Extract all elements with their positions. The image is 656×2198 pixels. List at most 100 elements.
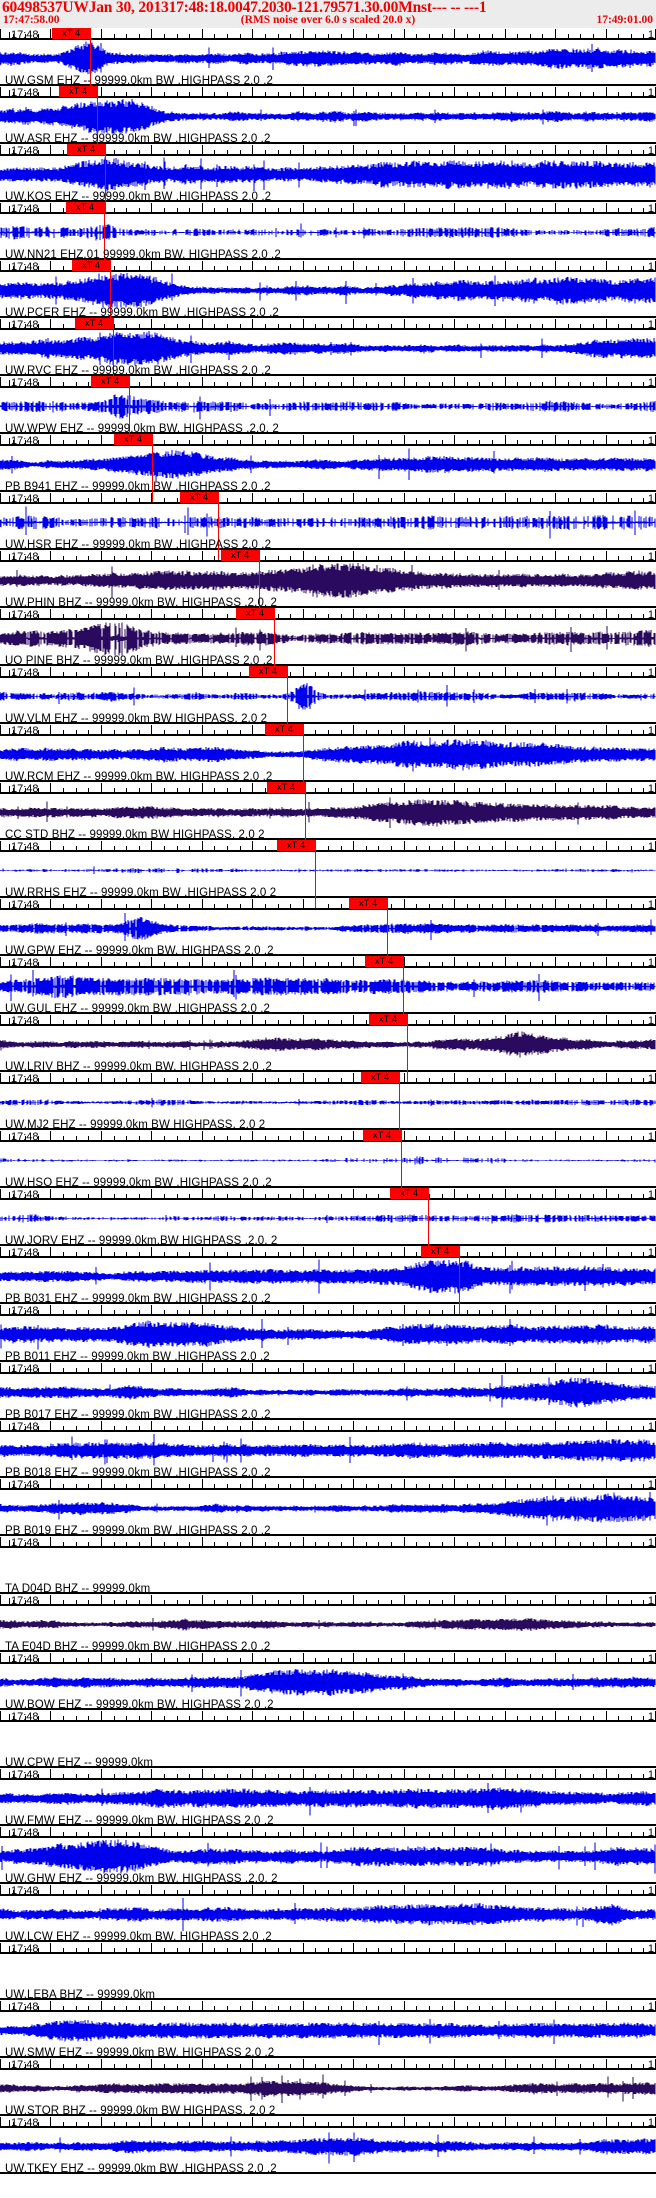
trace-row[interactable]: 17:48 1 TA D04D BHZ -- 99999.0km (0, 1536, 656, 1595)
waveform[interactable] (0, 1373, 656, 1410)
waveform[interactable] (0, 1431, 656, 1468)
trace-row[interactable]: 17:48 1 TA E04D BHZ -- 99999.0km BW .HIGH… (0, 1594, 656, 1653)
phase-pick-label[interactable]: xT 4 (361, 1072, 399, 1083)
phase-pick-label[interactable]: xT 4 (390, 1188, 428, 1199)
station-channel-label[interactable]: UW.HSR EHZ -- 99999.0km BW .HIGHPASS 2.0… (5, 539, 272, 551)
waveform[interactable] (0, 677, 656, 714)
phase-pick-label[interactable]: xT 4 (221, 550, 259, 561)
phase-pick-label[interactable]: xT 4 (67, 144, 105, 155)
waveform[interactable] (0, 561, 656, 598)
station-channel-label[interactable]: PB B018 EHZ -- 99999.0km BW .HIGHPASS 2.… (5, 1467, 271, 1479)
waveform[interactable] (0, 1547, 656, 1584)
trace-row[interactable]: 17:48 1 xT 4 UO PINE BHZ -- 99999.0km BW .… (0, 608, 656, 676)
station-channel-label[interactable]: UW.GUL EHZ -- 99999.0km BW .HIGHPASS 2.0… (5, 1003, 271, 1015)
waveform[interactable] (0, 329, 656, 366)
station-channel-label[interactable]: PB B017 EHZ -- 99999.0km BW .HIGHPASS 2.… (5, 1409, 271, 1421)
trace-row[interactable]: 17:48 1 xT 4 UW.PHIN BHZ -- 99999.0km BW. … (0, 550, 656, 618)
waveform[interactable] (0, 909, 656, 946)
waveform[interactable] (0, 1315, 656, 1352)
station-channel-label[interactable]: UW.JORV EHZ -- 99999.0km.BW HIGHPASS .2.… (5, 1235, 278, 1247)
station-channel-label[interactable]: UW.RCM EHZ -- 99999.0km BW. HIGHPASS 2.0… (5, 771, 273, 783)
waveform[interactable] (0, 387, 656, 424)
station-channel-label[interactable]: PB B011 EHZ -- 99999.0km BW .HIGHPASS 2.… (5, 1351, 270, 1363)
waveform[interactable] (0, 1141, 656, 1178)
trace-row[interactable]: 17:48 1 UW.GHW EHZ -- 99999.0km BW. HIGHP… (0, 1826, 656, 1885)
trace-row[interactable]: 17:48 1 UW.CPW EHZ -- 99999.0km (0, 1710, 656, 1769)
trace-row[interactable]: 17:48 1 xT 4 UW.MJ2 EHZ -- 99999.0km BW HI… (0, 1072, 656, 1140)
waveform[interactable] (0, 155, 656, 192)
phase-pick-label[interactable]: xT 4 (365, 956, 403, 967)
phase-pick-label[interactable]: xT 4 (75, 318, 113, 329)
trace-row[interactable]: 17:48 1 UW.BOW EHZ -- 99999.0km BW. HIGHP… (0, 1652, 656, 1711)
phase-pick-line[interactable] (90, 28, 91, 96)
waveform[interactable] (0, 619, 656, 656)
station-channel-label[interactable]: TA E04D BHZ -- 99999.0km BW .HIGHPASS 2.… (5, 1641, 271, 1653)
station-channel-label[interactable]: UW.FMW EHZ -- 99999.0km BW. HIGHPASS 2.0… (5, 1815, 274, 1827)
station-channel-label[interactable]: UO PINE BHZ -- 99999.0km BW .HIGHPASS 2.… (5, 655, 273, 667)
waveform[interactable] (0, 1199, 656, 1236)
trace-row[interactable]: 17:48 1 xT 4 UW.RVC EHZ -- 99999.0km BW .H… (0, 318, 656, 386)
phase-pick-label[interactable]: xT 4 (349, 898, 387, 909)
waveform[interactable] (0, 213, 656, 250)
phase-pick-label[interactable]: xT 4 (277, 840, 315, 851)
station-channel-label[interactable]: TA D04D BHZ -- 99999.0km (5, 1583, 151, 1595)
station-channel-label[interactable]: UW.HSO EHZ -- 99999.0km BW .HIGHPASS 2.0… (5, 1177, 272, 1189)
phase-pick-line[interactable] (387, 898, 388, 966)
station-channel-label[interactable]: PB B031 EHZ -- 99999.0km BW .HIGHPASS 2.… (5, 1293, 271, 1305)
phase-pick-label[interactable]: xT 4 (267, 782, 305, 793)
phase-pick-label[interactable]: xT 4 (369, 1014, 407, 1025)
trace-row[interactable]: 17:48 1 UW.LEBA BHZ -- 99999.0km (0, 1942, 656, 2001)
station-channel-label[interactable]: UW.NN21 EHZ.01 99999.0km BW. HIGHPASS 2.… (5, 249, 281, 261)
waveform[interactable] (0, 503, 656, 540)
trace-row[interactable]: 17:48 1 xT 4 UW.GUL EHZ -- 99999.0km BW .H… (0, 956, 656, 1024)
station-channel-label[interactable]: UW.STOR BHZ -- 99999.0km BW HIGHPASS. 2.… (5, 2105, 276, 2117)
phase-pick-line[interactable] (113, 318, 114, 386)
station-channel-label[interactable]: UW.PHIN BHZ -- 99999.0km BW. HIGHPASS .2… (5, 597, 278, 609)
phase-pick-line[interactable] (303, 724, 304, 792)
phase-pick-line[interactable] (152, 434, 153, 502)
station-channel-label[interactable]: UW.MJ2 EHZ -- 99999.0km BW HIGHPASS. 2.0… (5, 1119, 266, 1131)
station-channel-label[interactable]: UW.RRHS EHZ -- 99999.0km BW .HIGHPASS 2.… (5, 887, 277, 899)
trace-row[interactable]: 17:48 1 xT 4 CC STD BHZ -- 99999.0km BW HI… (0, 782, 656, 850)
phase-pick-line[interactable] (259, 550, 260, 618)
trace-row[interactable]: 17:48 1 UW.STOR BHZ -- 99999.0km BW HIGHP… (0, 2058, 656, 2117)
station-channel-label[interactable]: UW.VLM EHZ -- 99999.0km BW HIGHPASS. 2.0… (5, 713, 268, 725)
phase-pick-line[interactable] (287, 666, 288, 734)
waveform[interactable] (0, 271, 656, 308)
phase-pick-label[interactable]: xT 4 (52, 28, 90, 39)
trace-row[interactable]: 17:48 1 xT 4 PB B941 EHZ -- 99999.0km BW .… (0, 434, 656, 502)
phase-pick-line[interactable] (315, 840, 316, 908)
waveform[interactable] (0, 2069, 656, 2106)
station-channel-label[interactable]: UW.LEBA BHZ -- 99999.0km (5, 1989, 156, 2001)
phase-pick-line[interactable] (274, 608, 275, 676)
phase-pick-label[interactable]: xT 4 (363, 1130, 401, 1141)
station-channel-label[interactable]: CC STD BHZ -- 99999.0km BW HIGHPASS. 2.0… (5, 829, 265, 841)
trace-row[interactable]: 17:48 1 xT 4 PB B031 EHZ -- 99999.0km BW .… (0, 1246, 656, 1314)
phase-pick-line[interactable] (407, 1014, 408, 1082)
station-channel-label[interactable]: UW.TKEY EHZ -- 99999.0km BW .HIGHPASS 2.… (5, 2163, 277, 2175)
trace-row[interactable]: 17:48 1 xT 4 UW.VLM EHZ -- 99999.0km BW HI… (0, 666, 656, 734)
waveform[interactable] (0, 1837, 656, 1874)
station-channel-label[interactable]: UW.GSM EHZ -- 99999.0km BW .HIGHPASS 2.0… (5, 75, 274, 87)
waveform[interactable] (0, 2127, 656, 2164)
trace-row[interactable]: 17:48 1 UW.FMW EHZ -- 99999.0km BW. HIGHP… (0, 1768, 656, 1827)
station-channel-label[interactable]: UW.PCER EHZ -- 99999.0km BW .HIGHPASS 2.… (5, 307, 279, 319)
phase-pick-label[interactable]: xT 4 (114, 434, 152, 445)
station-channel-label[interactable]: UW.GHW EHZ -- 99999.0km BW. HIGHPASS .2.… (5, 1873, 278, 1885)
waveform[interactable] (0, 1083, 656, 1120)
waveform[interactable] (0, 1257, 656, 1294)
phase-pick-line[interactable] (305, 782, 306, 850)
phase-pick-line[interactable] (97, 86, 98, 154)
trace-row[interactable]: 17:48 1 PB B019 EHZ -- 99999.0km BW .HIGH… (0, 1478, 656, 1537)
waveform[interactable] (0, 97, 656, 134)
trace-row[interactable]: 17:48 1 UW.LCW EHZ -- 99999.0km BW. HIGHP… (0, 1884, 656, 1943)
waveform[interactable] (0, 1489, 656, 1526)
phase-pick-label[interactable]: xT 4 (59, 86, 97, 97)
phase-pick-label[interactable]: xT 4 (421, 1246, 459, 1257)
waveform[interactable] (0, 1025, 656, 1062)
phase-pick-label[interactable]: xT 4 (265, 724, 303, 735)
waveform[interactable] (0, 735, 656, 772)
phase-pick-label[interactable]: xT 4 (249, 666, 287, 677)
trace-row[interactable]: 17:48 1 xT 4 UW.PCER EHZ -- 99999.0km BW .… (0, 260, 656, 328)
waveform[interactable] (0, 39, 656, 76)
